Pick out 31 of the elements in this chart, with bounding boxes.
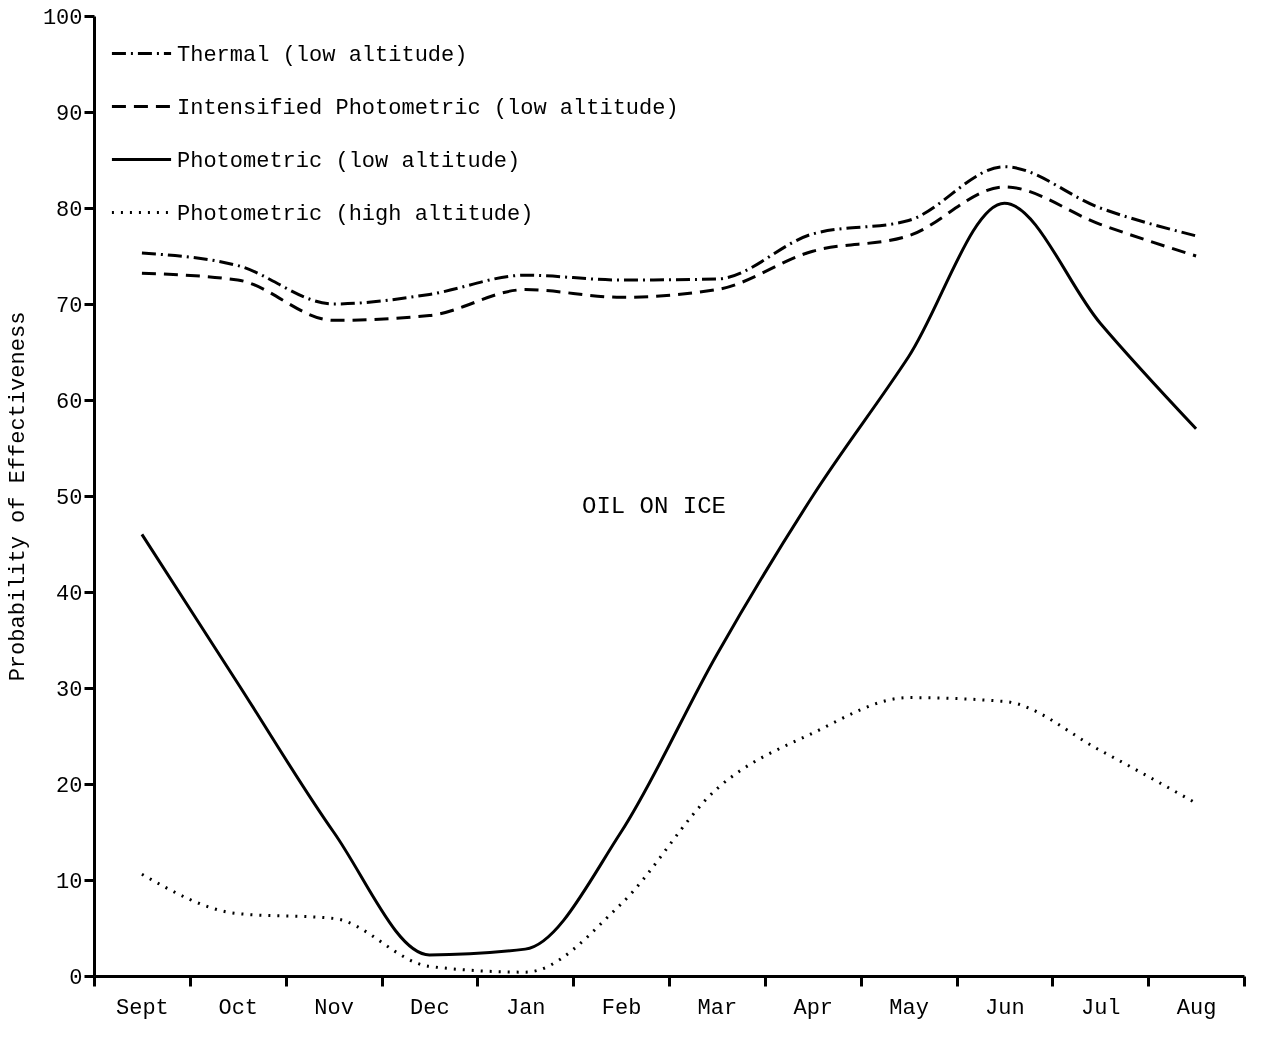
legend-label: Photometric (low altitude) <box>177 148 521 174</box>
x-tick-label: Mar <box>697 995 738 1021</box>
y-tick-label: 40 <box>56 581 83 607</box>
line-series <box>140 185 1198 322</box>
annotation: OIL ON ICE <box>581 493 727 520</box>
x-tick-label: Sept <box>116 995 169 1021</box>
x-tick-label: Jul <box>1080 995 1121 1021</box>
y-tick-label: 10 <box>56 869 83 895</box>
legend-label: Intensified Photometric (low altitude) <box>177 95 679 121</box>
legend-label: Thermal (low altitude) <box>177 42 468 68</box>
y-tick-label: 100 <box>42 5 83 31</box>
x-tick-label: Oct <box>218 995 259 1021</box>
x-tick-label: Aug <box>1176 995 1217 1021</box>
x-tick-label: Dec <box>410 995 450 1021</box>
y-tick-label: 20 <box>56 773 83 799</box>
x-tick-label: Jan <box>505 995 546 1021</box>
y-tick-label: 60 <box>56 389 83 415</box>
y-axis-title: Probability of Effectiveness <box>5 311 31 682</box>
y-tick-label: 50 <box>56 485 83 511</box>
x-tick-label: Feb <box>601 995 642 1021</box>
x-tick-label: Jun <box>985 995 1025 1021</box>
y-tick-label: 0 <box>69 965 83 991</box>
y-tick-label: 90 <box>56 101 83 127</box>
x-tick-label: May <box>889 995 929 1021</box>
line-series <box>140 201 1198 957</box>
x-tick-label: Apr <box>793 995 834 1021</box>
y-tick-label: 70 <box>56 293 83 319</box>
y-tick-label: 30 <box>56 677 83 703</box>
x-tick-label: Nov <box>314 995 354 1021</box>
y-tick-label: 80 <box>56 197 83 223</box>
legend-label: Photometric (high altitude) <box>177 201 534 227</box>
